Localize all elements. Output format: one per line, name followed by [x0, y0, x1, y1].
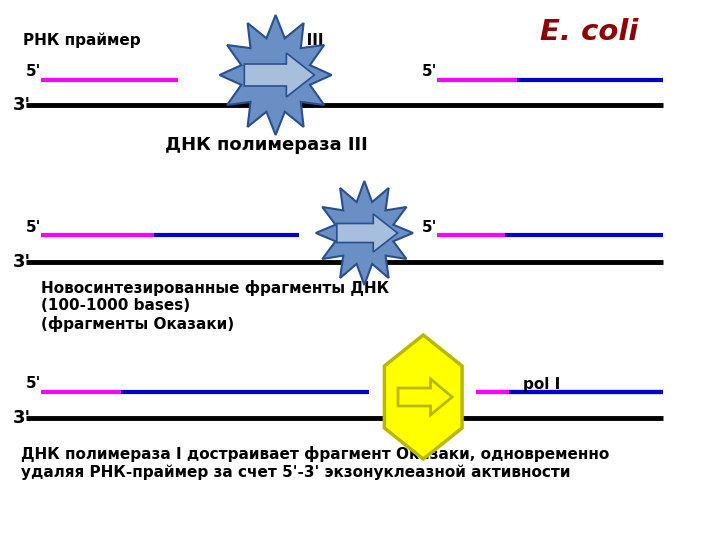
- Polygon shape: [316, 181, 413, 285]
- Text: 5': 5': [423, 64, 438, 79]
- Polygon shape: [337, 214, 397, 252]
- Polygon shape: [384, 335, 462, 459]
- Text: 5': 5': [26, 219, 42, 234]
- Text: ДНК полимераза I достраивает фрагмент Оказаки, одновременно
удаляя РНК-праймер з: ДНК полимераза I достраивает фрагмент Ок…: [21, 446, 609, 480]
- Text: ДНК полимераза III: ДНК полимераза III: [165, 136, 368, 154]
- Text: 3': 3': [13, 253, 31, 271]
- Polygon shape: [398, 379, 452, 415]
- Text: Новосинтезированные фрагменты ДНК
(100-1000 bases)
(фрагменты Оказаки): Новосинтезированные фрагменты ДНК (100-1…: [41, 280, 390, 332]
- Text: 5': 5': [26, 376, 42, 392]
- Polygon shape: [244, 53, 315, 97]
- Text: 5': 5': [423, 219, 438, 234]
- Text: 5': 5': [26, 64, 42, 79]
- Text: РНК праймер: РНК праймер: [24, 32, 141, 48]
- Polygon shape: [220, 15, 332, 135]
- Text: E. coli: E. coli: [540, 18, 639, 46]
- Text: pol I: pol I: [523, 376, 560, 392]
- Text: pol III: pol III: [275, 32, 323, 48]
- Text: 3': 3': [13, 409, 31, 427]
- Text: 3': 3': [13, 96, 31, 114]
